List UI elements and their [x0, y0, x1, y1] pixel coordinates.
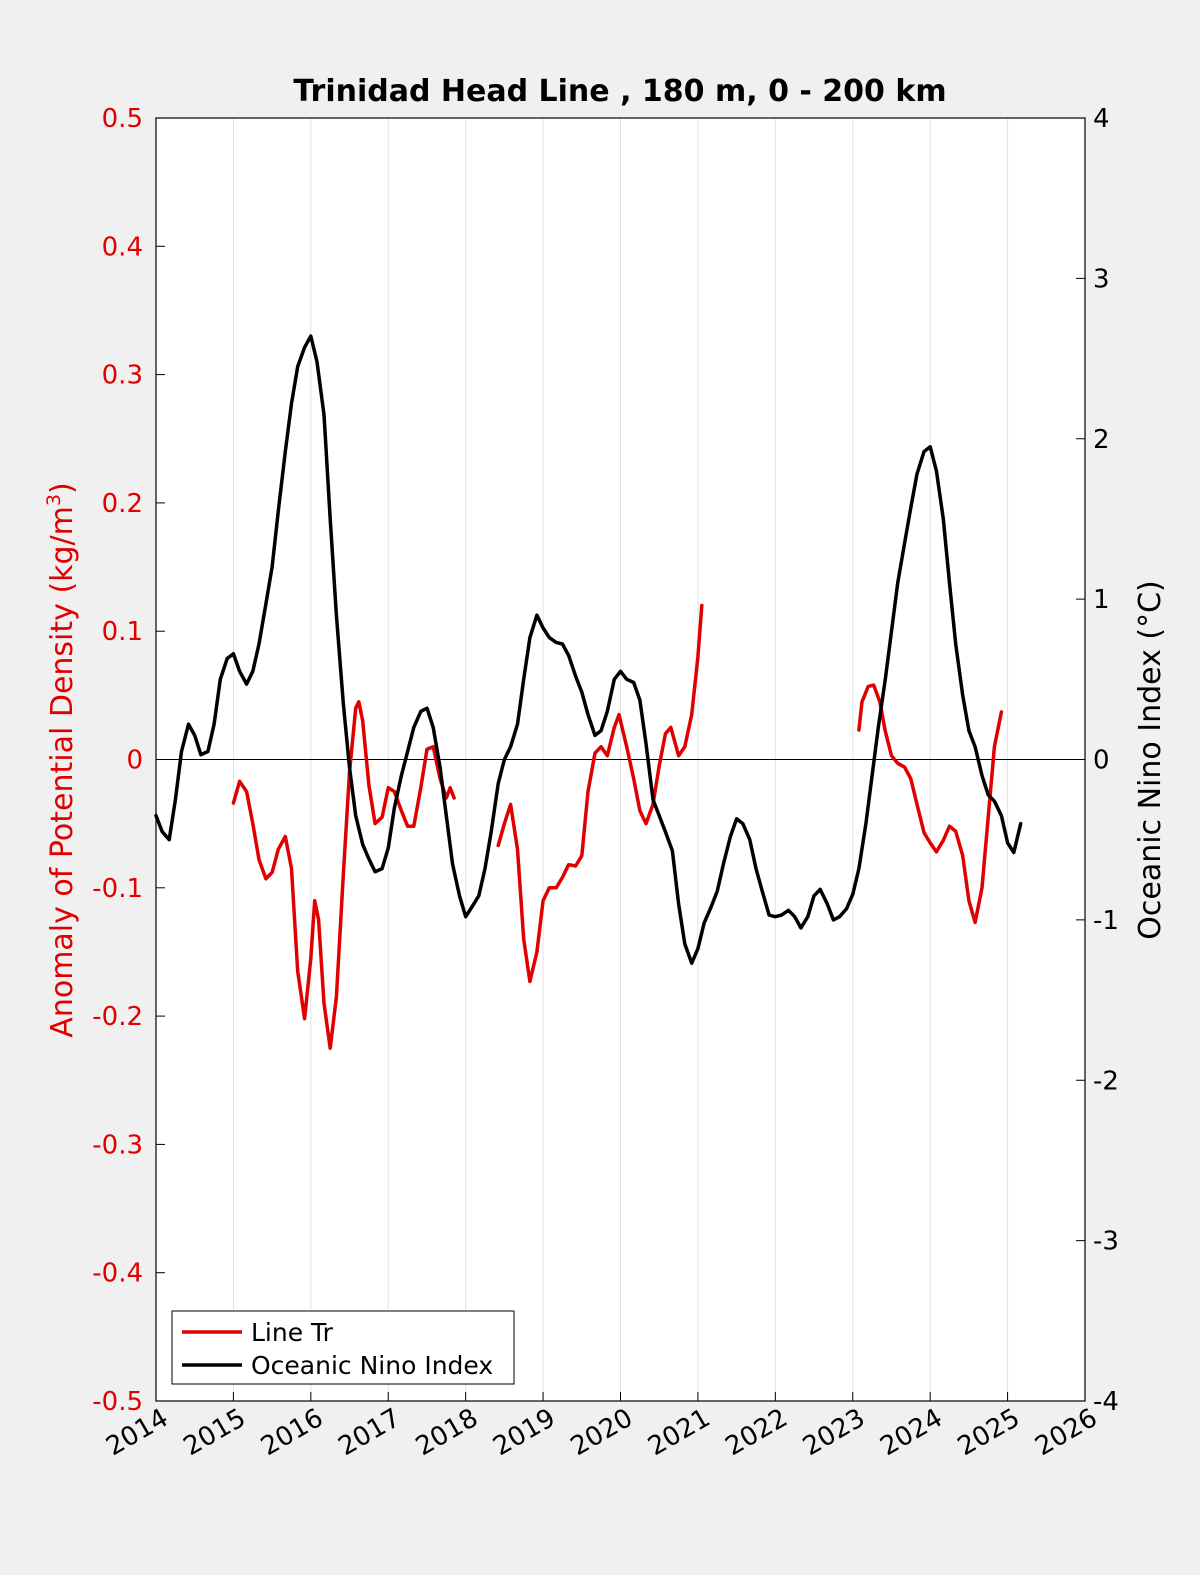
series-line-tr-segment-0 [231, 700, 456, 1050]
y-right-tick-label: 1 [1093, 585, 1110, 615]
y-right-tick-label: 4 [1093, 104, 1110, 134]
y-axis-left-label-superscript: 3 [43, 494, 65, 506]
series-line-tr-segment-2 [857, 683, 1004, 925]
y-left-tick-label: 0.1 [102, 617, 143, 647]
y-left-tick-label: 0.2 [102, 489, 143, 519]
y-left-tick-label: -0.3 [92, 1130, 143, 1160]
series-oni-segment-0 [154, 334, 1023, 965]
y-left-tick-label: -0.2 [92, 1002, 143, 1032]
y-axis-left-label: Anomaly of Potential Density (kg/m3) [43, 482, 80, 1037]
y-right-tick-label: -3 [1093, 1227, 1119, 1257]
y-left-tick-label: -0.1 [92, 874, 143, 904]
y-left-tick-label: 0.3 [102, 361, 143, 391]
y-axis-right-label: Oceanic Nino Index (°C) [1133, 580, 1168, 940]
y-right-tick-label: -2 [1093, 1066, 1119, 1096]
y-left-tick-label: -0.5 [92, 1387, 143, 1417]
chart-title: Trinidad Head Line , 180 m, 0 - 200 km [293, 74, 946, 109]
y-right-tick-label: 3 [1093, 264, 1110, 294]
legend-label-oni: Oceanic Nino Index [251, 1351, 493, 1380]
y-left-tick-label: 0.4 [102, 232, 143, 262]
series-layer [154, 334, 1023, 1050]
ticks-layer: 2014 2015 2016 2017 2018 2019 2020 2021 2022 2023… [92, 104, 1119, 1462]
legend: Line Tr Oceanic Nino Index [171, 1310, 515, 1385]
y-right-tick-label: -4 [1093, 1387, 1119, 1417]
legend-box [171, 1310, 515, 1385]
y-left-tick-label: -0.4 [92, 1259, 143, 1289]
y-right-tick-label: 0 [1093, 746, 1110, 776]
legend-label-line-tr: Line Tr [251, 1318, 334, 1347]
series-line-tr-segment-1 [496, 603, 704, 984]
y-left-tick-label: 0 [126, 746, 143, 776]
y-right-tick-label: -1 [1093, 906, 1119, 936]
y-right-tick-label: 2 [1093, 425, 1110, 455]
y-left-tick-label: 0.5 [102, 104, 143, 134]
